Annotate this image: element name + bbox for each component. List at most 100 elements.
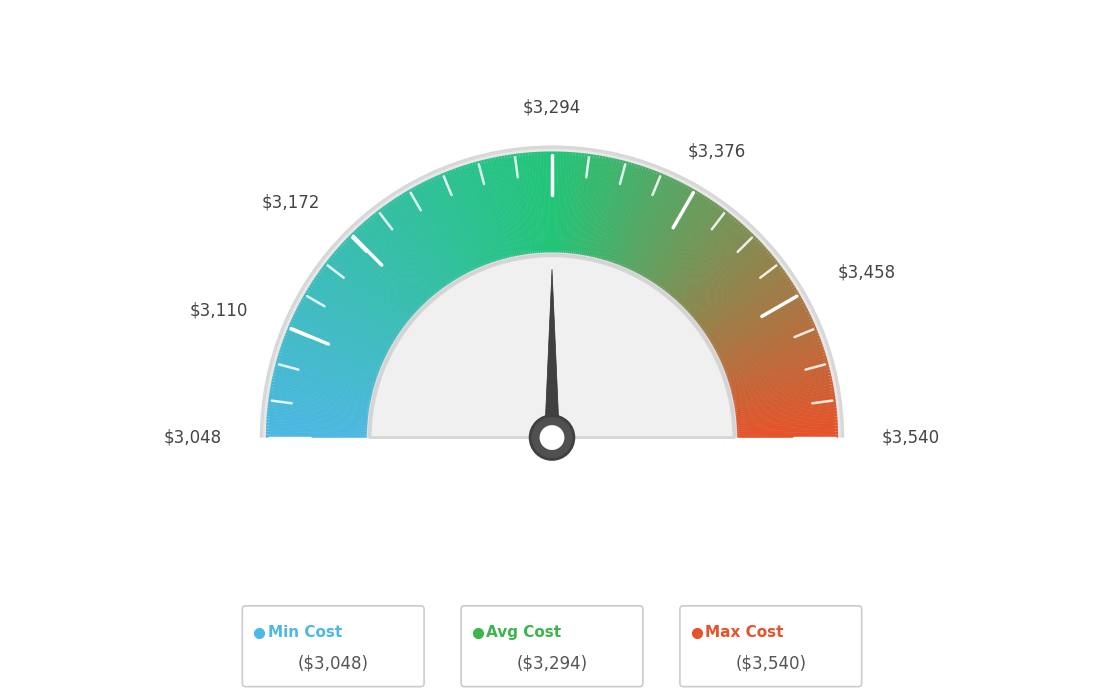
- Wedge shape: [270, 381, 371, 403]
- Wedge shape: [713, 297, 803, 348]
- Wedge shape: [575, 154, 591, 254]
- Wedge shape: [473, 162, 502, 260]
- Wedge shape: [613, 168, 649, 264]
- Wedge shape: [278, 352, 375, 384]
- Wedge shape: [678, 227, 747, 303]
- Wedge shape: [325, 262, 406, 326]
- Wedge shape: [735, 396, 836, 413]
- Wedge shape: [729, 352, 826, 384]
- Wedge shape: [560, 152, 567, 253]
- Wedge shape: [731, 366, 830, 393]
- Wedge shape: [287, 326, 381, 368]
- Wedge shape: [713, 297, 803, 348]
- Wedge shape: [737, 428, 838, 434]
- Wedge shape: [519, 153, 532, 254]
- Wedge shape: [732, 369, 830, 395]
- Wedge shape: [270, 381, 371, 403]
- Wedge shape: [720, 319, 814, 362]
- Wedge shape: [522, 152, 534, 253]
- Wedge shape: [626, 175, 668, 268]
- Wedge shape: [309, 284, 395, 340]
- Wedge shape: [436, 175, 478, 268]
- Wedge shape: [359, 225, 428, 302]
- Wedge shape: [735, 402, 836, 416]
- Wedge shape: [546, 152, 550, 253]
- Wedge shape: [558, 152, 564, 253]
- Wedge shape: [692, 250, 771, 318]
- Wedge shape: [702, 269, 785, 331]
- Wedge shape: [710, 287, 797, 342]
- Wedge shape: [276, 361, 373, 390]
- Wedge shape: [620, 172, 660, 266]
- Wedge shape: [531, 152, 540, 253]
- Text: Max Cost: Max Cost: [705, 625, 784, 640]
- Wedge shape: [737, 426, 838, 432]
- Wedge shape: [333, 250, 412, 318]
- Wedge shape: [662, 208, 725, 290]
- Wedge shape: [546, 152, 550, 253]
- Wedge shape: [679, 229, 750, 304]
- Wedge shape: [384, 204, 445, 288]
- Wedge shape: [404, 191, 458, 279]
- Wedge shape: [636, 183, 684, 273]
- Wedge shape: [301, 297, 391, 348]
- Wedge shape: [618, 170, 657, 266]
- Wedge shape: [704, 275, 788, 333]
- Wedge shape: [736, 417, 838, 426]
- Wedge shape: [287, 326, 381, 368]
- Wedge shape: [406, 190, 459, 278]
- Wedge shape: [734, 387, 835, 406]
- Wedge shape: [726, 341, 822, 377]
- Wedge shape: [585, 156, 606, 256]
- Circle shape: [530, 415, 574, 460]
- Wedge shape: [734, 390, 835, 408]
- Wedge shape: [712, 295, 802, 346]
- Wedge shape: [478, 161, 506, 259]
- Wedge shape: [586, 157, 608, 256]
- Wedge shape: [599, 161, 629, 259]
- Wedge shape: [659, 204, 720, 288]
- Wedge shape: [277, 355, 374, 386]
- Wedge shape: [317, 272, 401, 332]
- Wedge shape: [526, 152, 537, 253]
- Wedge shape: [696, 257, 776, 322]
- Wedge shape: [670, 217, 736, 296]
- Wedge shape: [573, 153, 587, 254]
- Wedge shape: [565, 152, 576, 253]
- Wedge shape: [460, 166, 495, 262]
- Wedge shape: [669, 215, 734, 295]
- Wedge shape: [316, 275, 400, 333]
- Wedge shape: [648, 193, 703, 280]
- Wedge shape: [505, 155, 523, 255]
- Wedge shape: [286, 329, 381, 369]
- Wedge shape: [639, 186, 690, 275]
- Wedge shape: [267, 413, 368, 424]
- Wedge shape: [570, 152, 582, 253]
- Wedge shape: [716, 308, 808, 355]
- Wedge shape: [473, 162, 502, 260]
- Wedge shape: [266, 431, 367, 435]
- Wedge shape: [372, 213, 437, 294]
- Wedge shape: [276, 361, 373, 390]
- Wedge shape: [444, 172, 484, 266]
- Wedge shape: [291, 316, 384, 360]
- Wedge shape: [567, 152, 578, 253]
- Wedge shape: [599, 161, 629, 259]
- Wedge shape: [691, 248, 768, 317]
- Wedge shape: [528, 152, 539, 253]
- Wedge shape: [274, 366, 373, 393]
- Wedge shape: [666, 212, 730, 293]
- Wedge shape: [300, 299, 390, 350]
- Wedge shape: [697, 260, 778, 324]
- Wedge shape: [711, 292, 799, 345]
- Wedge shape: [505, 155, 523, 255]
- Wedge shape: [670, 217, 736, 296]
- Wedge shape: [285, 333, 380, 371]
- Wedge shape: [279, 349, 376, 382]
- Wedge shape: [737, 431, 838, 435]
- Wedge shape: [733, 381, 834, 403]
- Wedge shape: [408, 188, 461, 277]
- Wedge shape: [294, 313, 385, 359]
- Wedge shape: [274, 369, 372, 395]
- Wedge shape: [267, 408, 368, 420]
